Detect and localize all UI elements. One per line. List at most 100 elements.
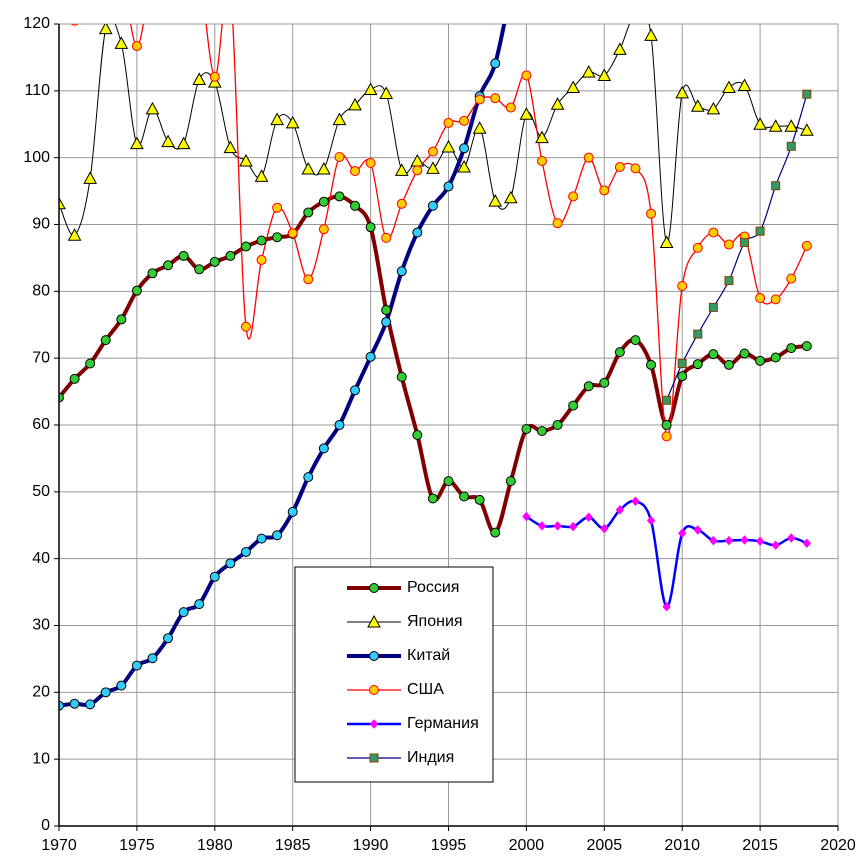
legend-box [294, 566, 494, 783]
marker [459, 115, 470, 126]
marker [147, 653, 158, 664]
marker [646, 359, 657, 370]
legend-label: Китай [407, 647, 450, 664]
marker [644, 28, 658, 41]
marker [240, 546, 251, 557]
marker [739, 348, 750, 359]
legend-marker [369, 753, 379, 763]
marker [334, 191, 345, 202]
marker [753, 117, 767, 130]
x-tick-label: 1975 [119, 837, 155, 854]
marker [176, 136, 191, 150]
legend-marker [367, 614, 381, 628]
marker [521, 70, 532, 81]
marker [131, 41, 142, 52]
marker [786, 141, 796, 151]
marker [755, 536, 765, 547]
marker [459, 143, 470, 154]
legend-label: Япония [407, 613, 463, 630]
marker [381, 305, 392, 316]
marker [675, 85, 690, 99]
marker [412, 227, 423, 238]
marker [100, 335, 111, 346]
legend-label: Германия [407, 715, 479, 732]
x-tick-label: 2000 [509, 837, 545, 854]
marker [287, 228, 298, 239]
marker [786, 273, 797, 284]
marker [490, 58, 501, 69]
marker [272, 202, 283, 213]
marker [474, 94, 485, 105]
marker [303, 207, 314, 218]
marker [770, 294, 781, 305]
marker [522, 511, 531, 522]
marker [519, 107, 534, 120]
marker [661, 431, 672, 442]
marker [550, 97, 565, 110]
marker [692, 242, 703, 253]
marker [693, 329, 703, 339]
marker [426, 161, 440, 174]
marker [441, 139, 456, 153]
legend-marker [369, 685, 379, 695]
y-tick-label: 50 [32, 483, 50, 500]
y-tick-label: 10 [32, 750, 50, 767]
marker [568, 400, 579, 411]
marker [581, 65, 596, 78]
y-tick-label: 40 [32, 550, 50, 567]
marker [723, 239, 734, 250]
marker [599, 185, 610, 196]
marker [457, 159, 471, 173]
marker [410, 153, 425, 167]
marker [708, 302, 718, 312]
marker [583, 152, 594, 163]
marker [427, 493, 438, 504]
marker [209, 256, 220, 267]
marker [708, 349, 719, 360]
marker [661, 420, 672, 430]
marker [630, 335, 641, 346]
marker [116, 314, 127, 325]
marker [521, 424, 532, 435]
legend-marker [369, 651, 379, 661]
marker [334, 151, 345, 162]
marker [659, 235, 674, 249]
marker [583, 381, 594, 392]
marker [147, 268, 158, 279]
marker [285, 115, 300, 129]
y-tick-label: 20 [32, 684, 50, 701]
marker [505, 476, 516, 487]
x-tick-label: 1970 [41, 837, 77, 854]
marker [59, 196, 66, 210]
legend-label: Россия [407, 579, 459, 596]
marker [740, 535, 749, 545]
marker [348, 97, 362, 111]
marker [472, 121, 487, 134]
marker [209, 71, 220, 82]
marker [614, 347, 625, 358]
marker [693, 525, 702, 535]
marker [301, 161, 316, 175]
marker [145, 101, 160, 115]
marker [568, 191, 579, 202]
marker [552, 420, 563, 430]
marker [365, 158, 376, 169]
marker [443, 476, 454, 487]
marker [724, 535, 734, 546]
marker [630, 163, 641, 174]
marker [131, 285, 142, 296]
marker [225, 250, 236, 261]
marker [568, 521, 578, 532]
marker [209, 571, 220, 582]
marker [254, 169, 269, 182]
marker [459, 491, 470, 502]
marker [677, 280, 688, 291]
marker [69, 698, 80, 709]
marker [287, 506, 298, 517]
marker [552, 218, 563, 229]
marker [505, 102, 516, 113]
axes: 0 10 20 30 40 50 60 70 80 90 100 110 120 1970 1975 1980… [23, 15, 856, 854]
marker [55, 0, 64, 2]
marker [802, 538, 812, 549]
